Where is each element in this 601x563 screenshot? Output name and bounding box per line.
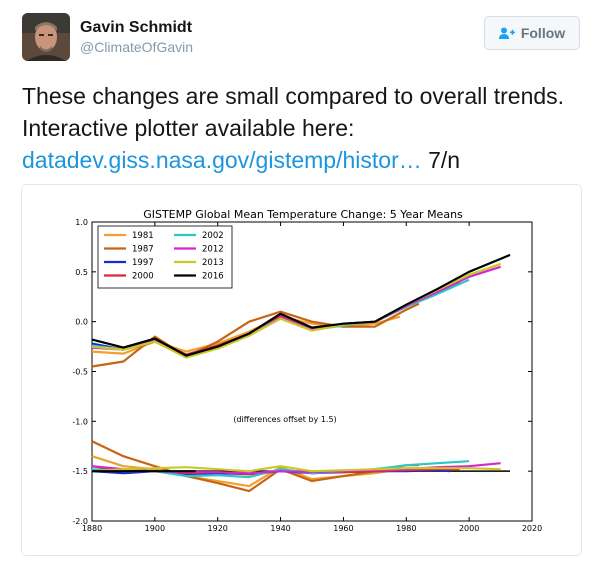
- chart-annotation: (differences offset by 1.5): [233, 415, 336, 424]
- legend-box: [97, 225, 233, 289]
- y-tick-label: -1.0: [72, 417, 88, 426]
- tweet-thread-counter: 7/n: [421, 147, 461, 173]
- legend-label-2002: 2002: [202, 231, 224, 241]
- x-tick-label: 1880: [82, 524, 102, 533]
- follow-label: Follow: [520, 25, 566, 41]
- legend-label-2013: 2013: [202, 258, 224, 268]
- y-tick-label: 0.5: [75, 268, 88, 277]
- tweet-text: These changes are small compared to over…: [22, 80, 582, 176]
- difference-line-1987: [91, 440, 419, 493]
- add-user-icon: [498, 27, 515, 40]
- difference-line-2013: [91, 465, 501, 473]
- author-name[interactable]: Gavin Schmidt: [80, 19, 193, 36]
- chart-title: GISTEMP Global Mean Temperature Change: …: [143, 208, 463, 221]
- y-tick-label: -1.5: [72, 467, 88, 476]
- tweet-body: These changes are small compared to over…: [22, 83, 565, 141]
- chart-image[interactable]: GISTEMP Global Mean Temperature Change: …: [21, 184, 582, 556]
- axis-ticks: 1880 1900 1920 1940 1960 1980 2000 2020 1.0 0.5 0.…: [72, 218, 542, 533]
- x-tick-label: 1940: [270, 524, 290, 533]
- chart-svg: GISTEMP Global Mean Temperature Change: …: [72, 208, 542, 533]
- x-tick-label: 2020: [522, 524, 542, 533]
- x-tick-label: 1900: [145, 524, 165, 533]
- x-tick-label: 1960: [333, 524, 353, 533]
- follow-button[interactable]: Follow: [484, 16, 580, 50]
- chart-legend: 1981 1987 1997 2000 2002 2012 2013 2016: [97, 225, 233, 289]
- series-line-1987: [91, 302, 420, 368]
- legend-label-2016: 2016: [202, 272, 224, 282]
- y-tick-label: -2.0: [72, 517, 88, 526]
- avatar[interactable]: [22, 13, 70, 61]
- legend-label-1987: 1987: [132, 245, 154, 255]
- y-tick-label: 1.0: [75, 218, 88, 227]
- x-tick-label: 1980: [396, 524, 416, 533]
- series-lines: [91, 253, 511, 368]
- x-tick-label: 1920: [208, 524, 228, 533]
- author-handle[interactable]: @ClimateOfGavin: [80, 39, 194, 55]
- legend-label-2012: 2012: [202, 245, 224, 255]
- series-line-2016: [91, 253, 511, 357]
- x-tick-label: 2000: [459, 524, 479, 533]
- legend-label-2000: 2000: [132, 272, 154, 282]
- tweet-link[interactable]: datadev.giss.nasa.gov/gistemp/histor…: [22, 147, 422, 173]
- y-tick-label: -0.5: [72, 368, 88, 377]
- y-tick-label: 0.0: [75, 318, 88, 327]
- author-block[interactable]: Gavin Schmidt @ClimateOfGavin: [80, 18, 193, 56]
- difference-lines: [91, 440, 510, 493]
- legend-label-1981: 1981: [132, 231, 154, 241]
- legend-label-1997: 1997: [132, 258, 154, 268]
